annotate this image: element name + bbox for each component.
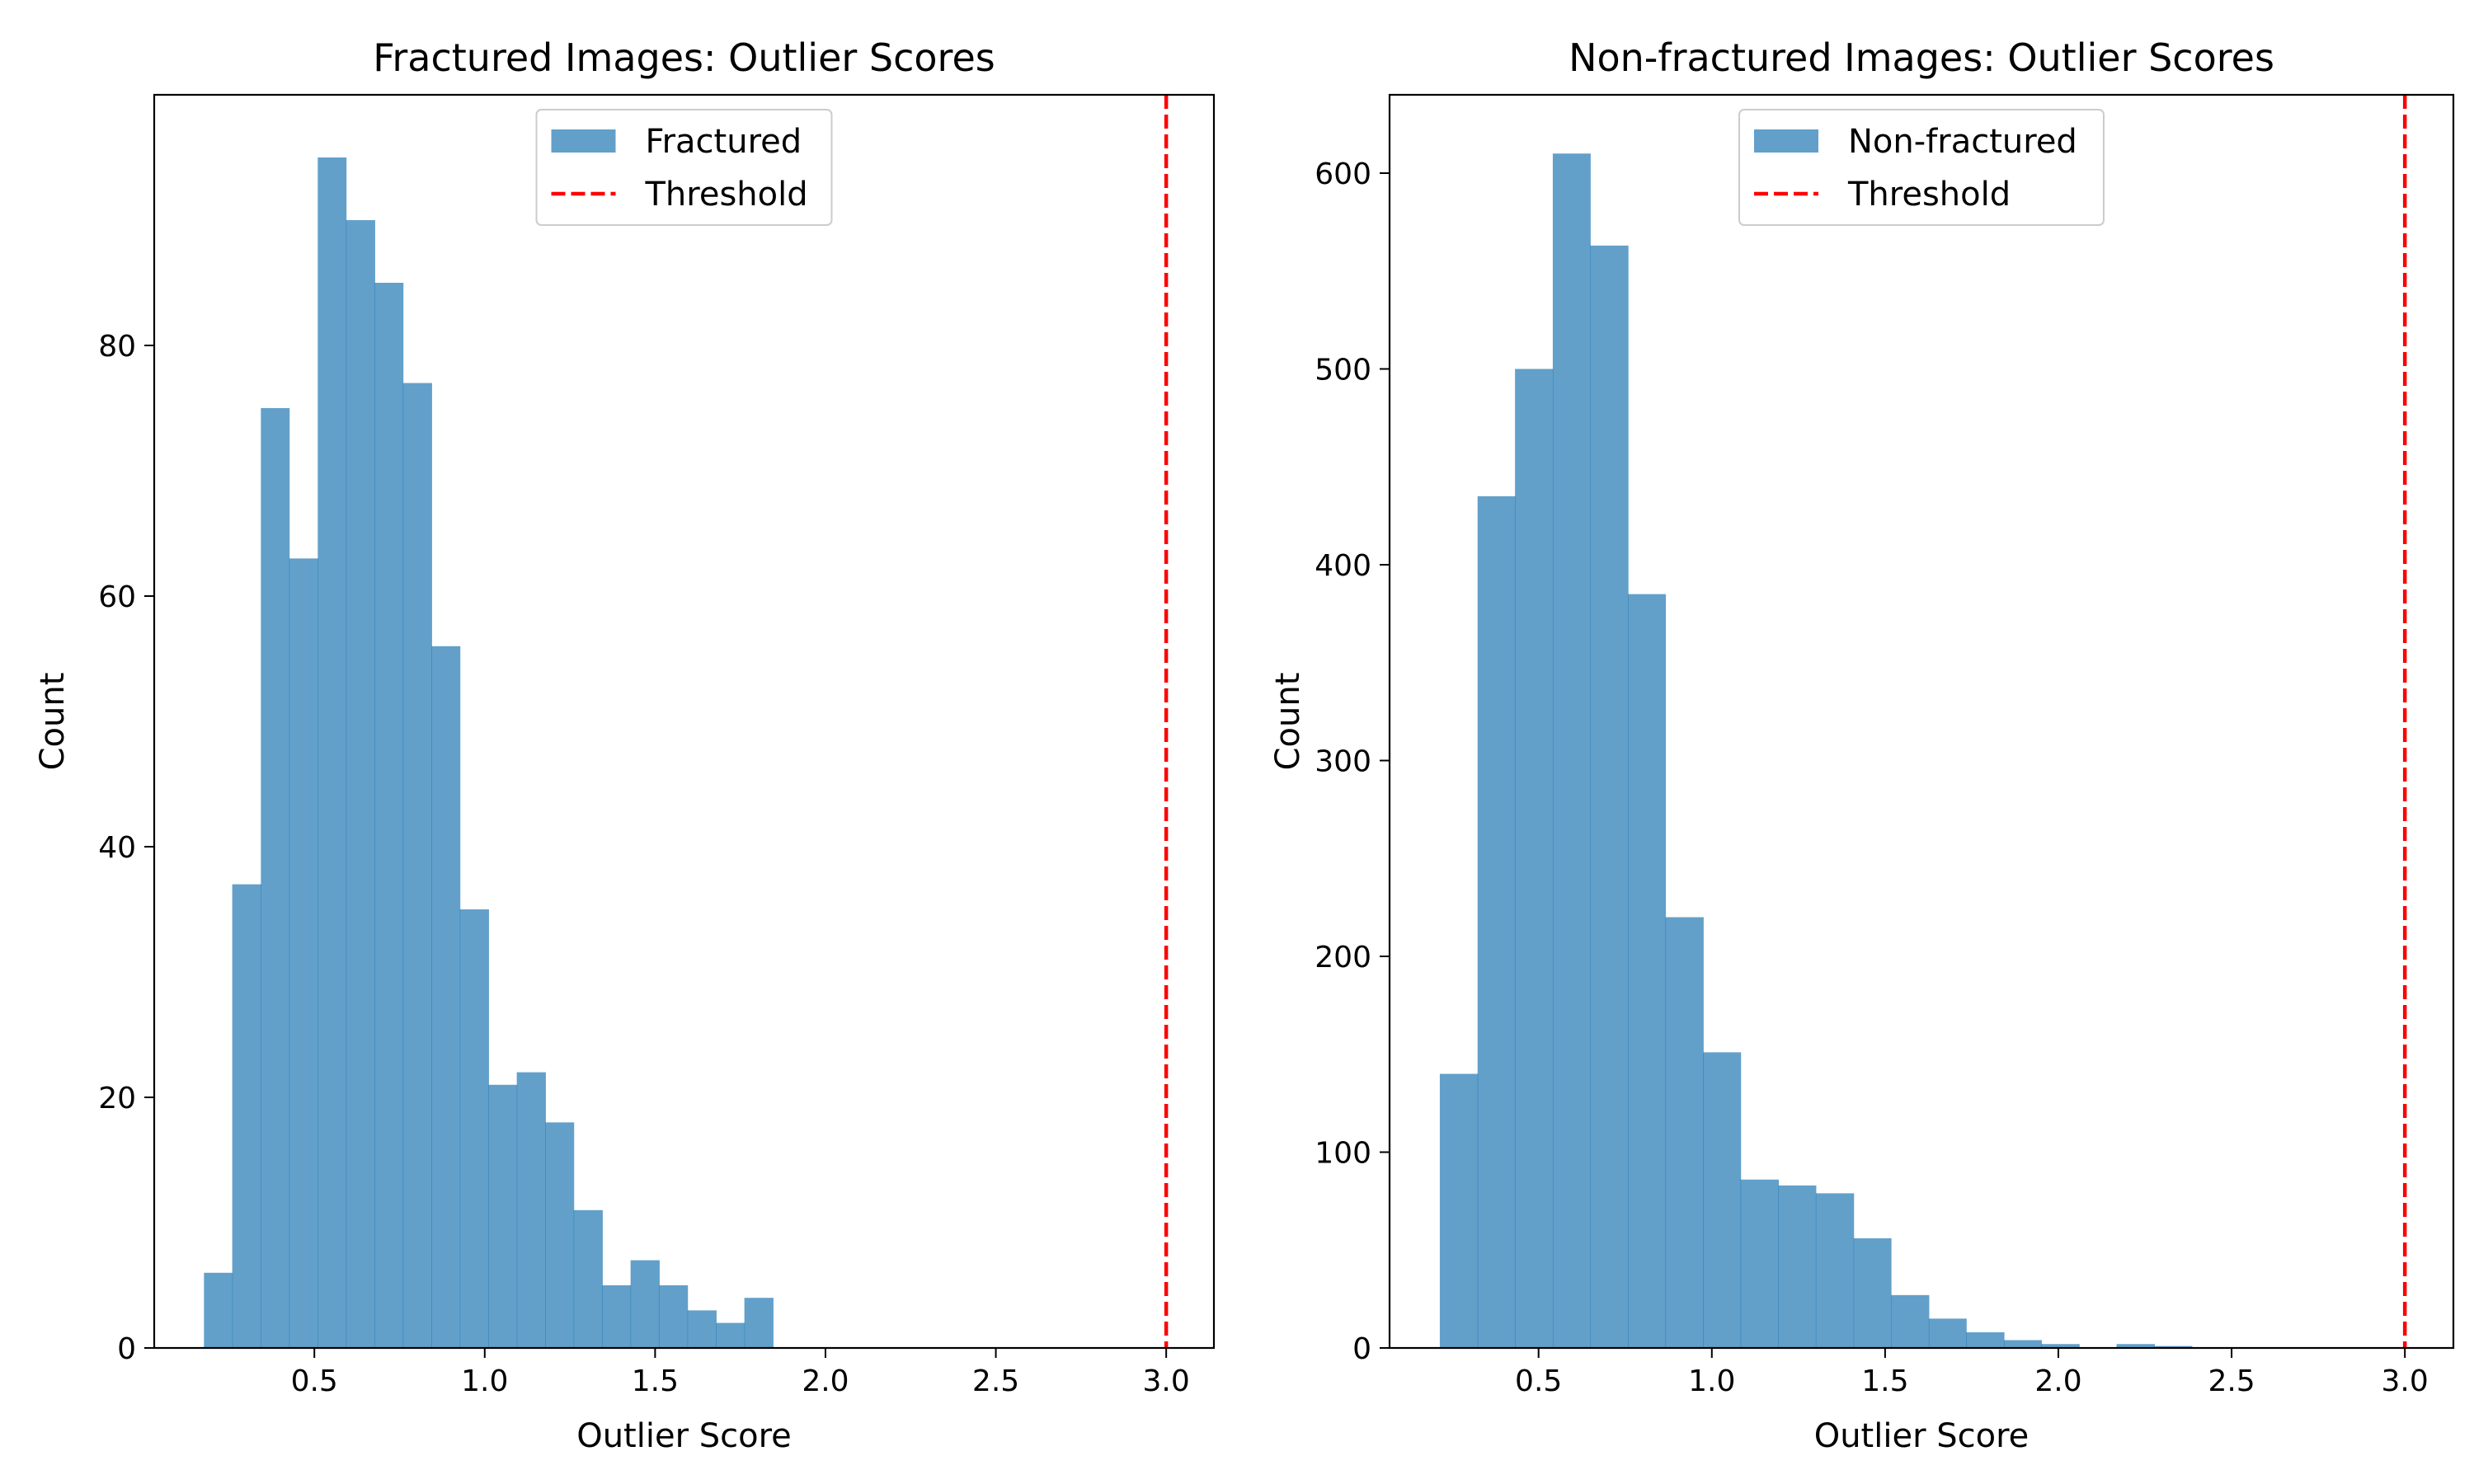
histogram-bar [402,383,432,1349]
x-tick-label: 2.0 [802,1364,849,1398]
x-tick-label: 1.5 [632,1364,679,1398]
x-axis-label: Outlier Score [1814,1417,2030,1455]
y-tick-label: 200 [1315,941,1371,974]
histogram-bar [374,283,404,1348]
x-tick-label: 0.5 [1515,1364,1562,1398]
histogram-bar [1439,1073,1479,1348]
legend-label-threshold: Threshold [645,176,808,214]
histogram-bar [459,909,489,1348]
y-axis-label: Count [34,673,72,771]
histogram-bar [2041,1344,2080,1348]
x-axis-ticks: 0.5 1.0 1.5 2.0 2.5 3.0 [1515,1348,2429,1398]
histogram-bar [289,558,318,1348]
chart-panel-2: 0.5 1.0 1.5 2.0 2.5 3.0 0 100 200 300 400 500 600 Non… [1269,35,2455,1455]
x-tick-label: 2.5 [972,1364,1019,1398]
x-tick-label: 2.5 [2208,1364,2255,1398]
y-axis-ticks: 0 20 40 60 80 [98,330,154,1366]
histogram-bar [1477,495,1516,1349]
x-tick-label: 3.0 [2382,1364,2429,1398]
histogram-bar [1703,1052,1742,1349]
y-tick-label: 600 [1315,157,1371,191]
legend-label-series: Fractured [646,123,802,161]
histogram-bar [1515,369,1554,1348]
histogram-bar [1815,1193,1855,1349]
axes-frame [153,93,1216,1350]
x-tick-label: 1.0 [461,1364,508,1398]
histogram-bar [431,646,461,1348]
y-tick-label: 100 [1315,1137,1371,1171]
histogram-bar [1628,594,1667,1349]
axes-frame [1388,93,2455,1350]
histogram-bar [545,1122,575,1348]
y-axis-ticks: 0 100 200 300 400 500 600 [1315,157,1390,1366]
legend-swatch-bars [1754,129,1818,153]
chart-title: Fractured Images: Outlier Scores [373,35,995,80]
histogram-bar [716,1322,745,1348]
legend: Non-fractured Threshold [1738,109,2105,226]
histogram-bars [204,157,774,1349]
y-tick-label: 400 [1315,549,1371,583]
histogram-bar [573,1209,603,1348]
chart-panel-1: 0.5 1.0 1.5 2.0 2.5 3.0 0 20 40 60 80 Fractured Ima… [34,35,1216,1455]
x-tick-label: 0.5 [291,1364,338,1398]
histogram-bar [317,157,347,1348]
legend-label-series: Non-fractured [1848,123,2077,161]
histogram-bar [261,408,290,1348]
x-axis-ticks: 0.5 1.0 1.5 2.0 2.5 3.0 [291,1348,1190,1398]
x-tick-label: 1.0 [1688,1364,1735,1398]
histogram-bar [630,1260,660,1348]
histogram-bar [1665,917,1704,1348]
y-axis-label: Count [1269,673,1307,771]
histogram-bar [1928,1318,1967,1349]
x-tick-label: 2.0 [2034,1364,2081,1398]
histogram-bar [488,1084,518,1348]
histogram-bar [1740,1179,1780,1348]
y-tick-label: 300 [1315,745,1371,779]
chart-title: Non-fractured Images: Outlier Scores [1569,35,2274,80]
y-tick-label: 500 [1315,354,1371,387]
y-tick-label: 40 [98,831,136,865]
x-axis-label: Outlier Score [576,1417,792,1455]
histogram-bar [204,1272,233,1348]
histogram-bar [516,1072,546,1348]
histogram-bar [1590,245,1629,1349]
histogram-bar [687,1310,717,1348]
histogram-bar [1552,153,1591,1348]
histogram-bar [1853,1238,1892,1348]
legend-label-threshold: Threshold [1847,176,2011,214]
legend: Fractured Threshold [535,109,833,226]
histogram-bar [1891,1294,1930,1349]
histogram-bar [744,1298,774,1348]
x-tick-label: 1.5 [1861,1364,1908,1398]
y-tick-label: 80 [98,330,136,364]
x-tick-label: 3.0 [1143,1364,1190,1398]
histogram-bar [346,220,375,1348]
histogram-bar [2154,1345,2193,1349]
legend-box [1738,109,2105,226]
histogram-bars [1439,153,2193,1349]
histogram-bar [659,1285,689,1348]
y-tick-label: 0 [117,1332,136,1366]
histogram-bar [1966,1332,2005,1348]
histogram-bar [232,884,261,1348]
y-tick-label: 0 [1352,1332,1371,1366]
y-tick-label: 60 [98,580,136,614]
histogram-bar [2004,1340,2042,1348]
histogram-bar [1778,1185,1817,1349]
y-tick-label: 20 [98,1082,136,1115]
histogram-bar [602,1285,632,1348]
legend-swatch-bars [551,129,616,153]
histogram-bar [2116,1344,2155,1348]
